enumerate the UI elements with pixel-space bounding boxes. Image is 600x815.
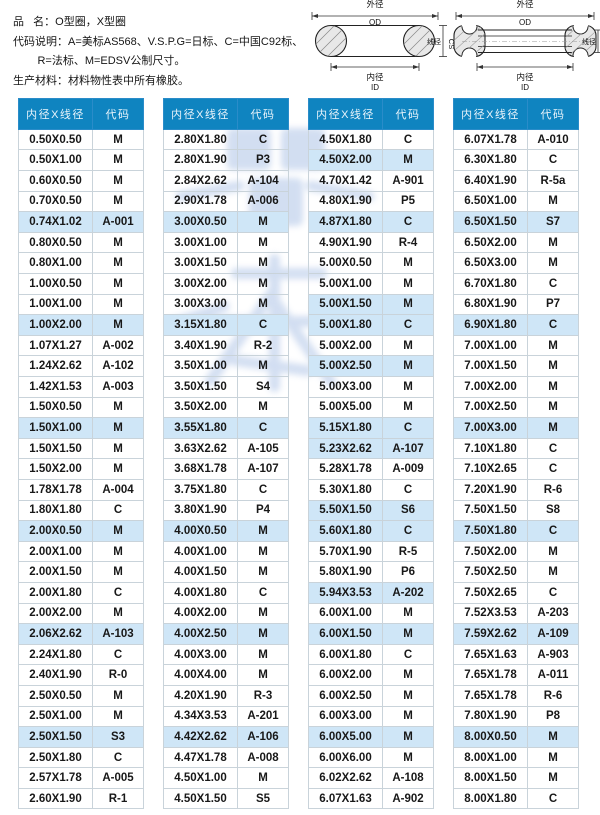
svg-text:线径: 线径 (427, 37, 441, 46)
svg-text:ID: ID (521, 83, 529, 92)
svg-text:OD: OD (519, 18, 531, 27)
svg-text:线径: 线径 (582, 37, 596, 46)
svg-text:内径: 内径 (516, 72, 534, 82)
svg-text:外径: 外径 (366, 0, 384, 9)
svg-text:内径: 内径 (366, 72, 384, 82)
svg-text:外径: 外径 (516, 0, 534, 9)
svg-text:ID: ID (371, 83, 379, 92)
